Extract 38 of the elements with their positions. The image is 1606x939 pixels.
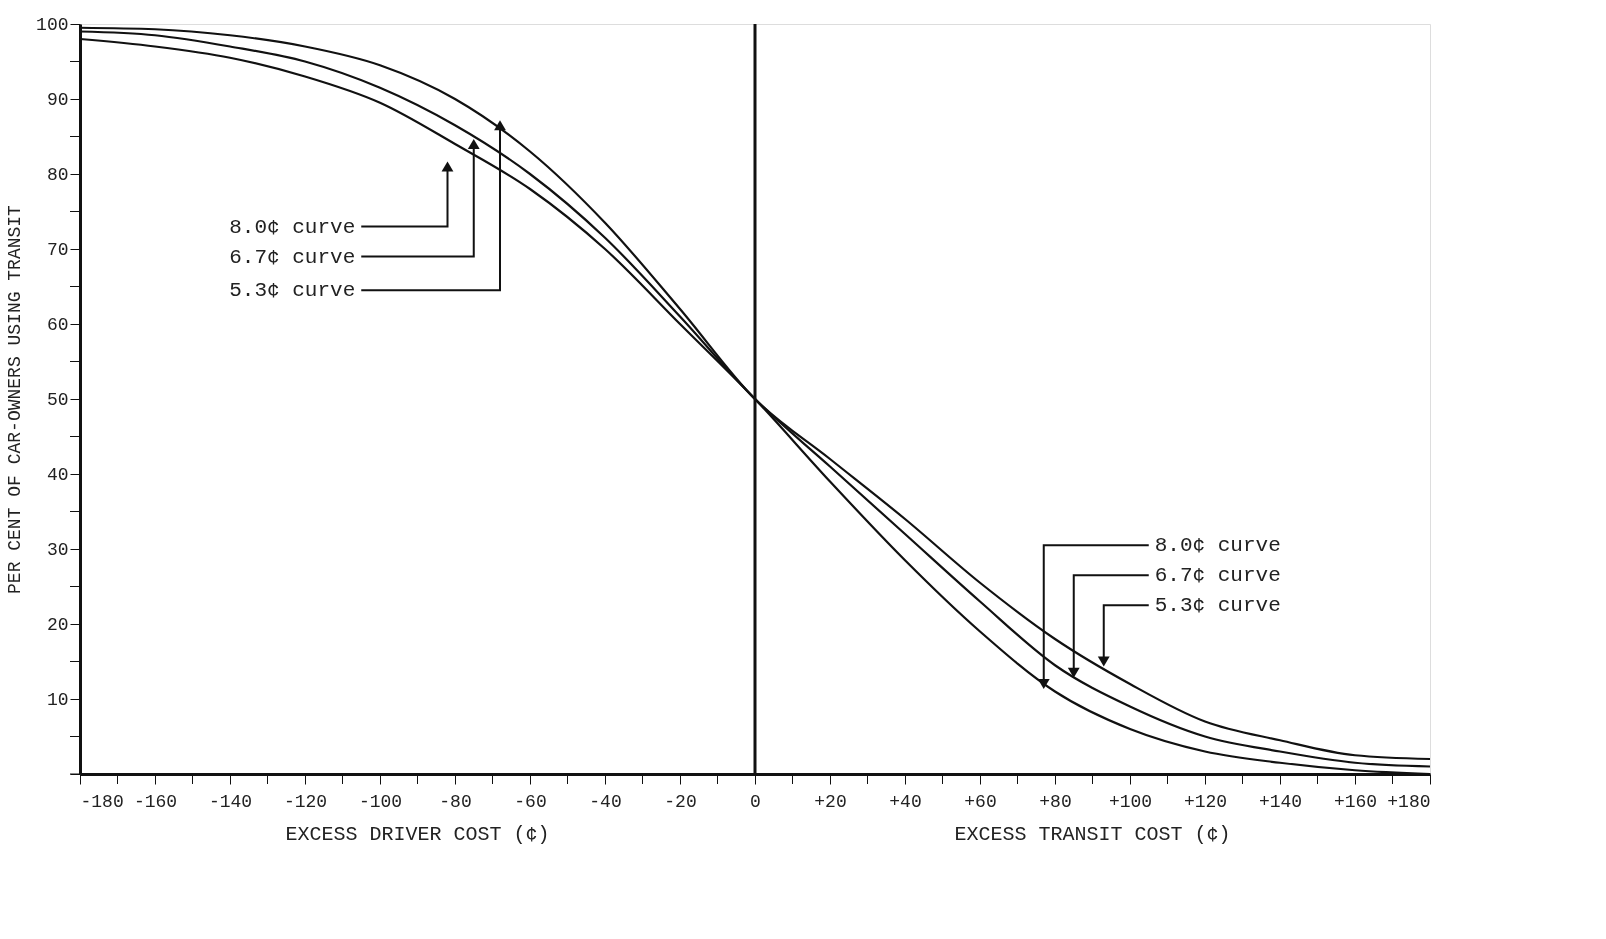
x-tick-label: +40 xyxy=(889,791,922,812)
text: EXCESS TRANSIT COST (¢) xyxy=(954,823,1231,846)
annotation: 8.0¢ curve xyxy=(1154,534,1281,558)
y-tick-label: 40 xyxy=(46,464,69,485)
y-tick-label: 90 xyxy=(46,89,69,110)
y-axis-title: PER CENT OF CAR-OWNERS USING TRANSIT xyxy=(5,204,26,594)
annotation: 6.7¢ curve xyxy=(229,245,356,269)
x-tick-label: -20 xyxy=(664,791,697,812)
y-tick-label: 70 xyxy=(46,239,69,260)
x-tick-label: +120 xyxy=(1183,791,1228,812)
annotation: 5.3¢ curve xyxy=(1154,594,1281,618)
x-tick-label: +80 xyxy=(1039,791,1072,812)
y-tick-label: 50 xyxy=(46,389,69,410)
x-tick-label: +100 xyxy=(1108,791,1153,812)
annotation: 5.3¢ curve xyxy=(229,279,356,303)
x-tick-label: +140 xyxy=(1258,791,1303,812)
y-tick-label: 80 xyxy=(46,164,69,185)
x-tick-label: -80 xyxy=(439,791,472,812)
y-tick-label: 100 xyxy=(36,14,69,35)
annotation: 6.7¢ curve xyxy=(1154,564,1281,588)
x-tick-label: +160 xyxy=(1333,791,1378,812)
x-tick-label: -160 xyxy=(133,791,178,812)
x-tick-label: +20 xyxy=(814,791,847,812)
text: EXCESS DRIVER COST (¢) xyxy=(285,823,550,846)
x-tick-label: -120 xyxy=(283,791,328,812)
y-tick-label: 60 xyxy=(46,314,69,335)
x-tick-label: -140 xyxy=(208,791,253,812)
x-tick-label: 0 xyxy=(750,791,761,812)
y-tick-label: 10 xyxy=(46,689,69,710)
annotation: 8.0¢ curve xyxy=(229,215,356,239)
x-tick-label: +180 xyxy=(1387,791,1431,812)
x-tick-label: -100 xyxy=(358,791,403,812)
x-tick-label: -60 xyxy=(514,791,547,812)
y-tick-label: 30 xyxy=(46,539,69,560)
x-tick-label: -40 xyxy=(589,791,622,812)
y-tick-label: 20 xyxy=(46,614,69,635)
x-tick-label: -180 xyxy=(80,791,124,812)
x-tick-label: +60 xyxy=(964,791,997,812)
